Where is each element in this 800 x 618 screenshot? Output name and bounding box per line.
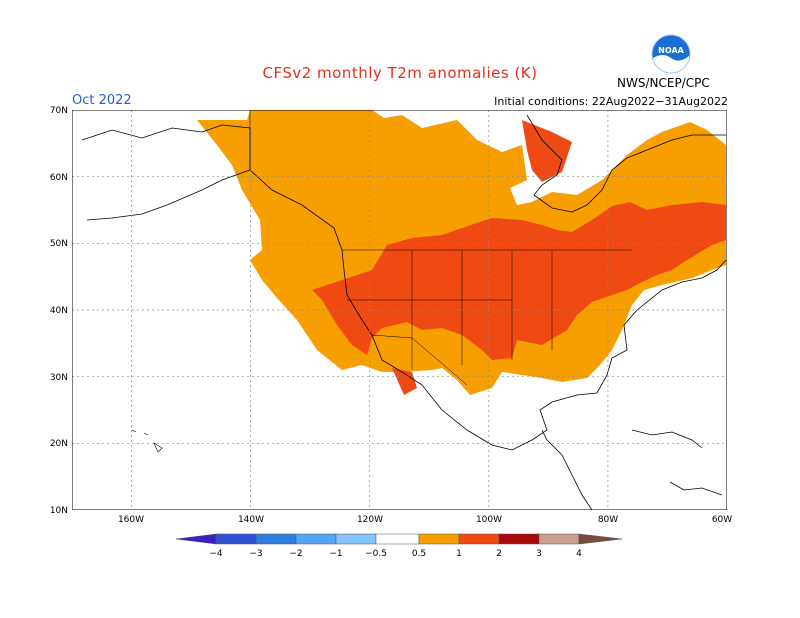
lon-label: 60W: [712, 515, 732, 525]
map-title: CFSv2 monthly T2m anomalies (K): [262, 64, 538, 82]
colorbar-segment: [498, 533, 540, 545]
axis-labels: 70N 60N 50N 40N 30N 20N 10N 160W 140W 12…: [50, 106, 732, 525]
anomaly-region-red-baja: [392, 368, 417, 395]
colorbar-label: 2: [496, 549, 502, 559]
colorbar-segment: [538, 533, 580, 545]
graticule: [72, 110, 727, 510]
colorbar: −4 −3 −2 −1 −0.5 0.5 1 2 3 4: [175, 533, 623, 559]
initial-conditions: Initial conditions: 22Aug2022−31Aug2022: [494, 95, 728, 108]
lon-label: 100W: [476, 515, 502, 525]
hawaii-islands: [131, 429, 163, 453]
lon-label: 160W: [118, 515, 144, 525]
colorbar-label: 1: [456, 549, 462, 559]
anomaly-map: [72, 110, 727, 510]
colorbar-label: −2: [289, 549, 302, 559]
colorbar-segment: [458, 533, 500, 545]
forecast-period: Oct 2022: [72, 93, 132, 108]
anomaly-region-red: [312, 202, 726, 360]
colorbar-segment: [375, 533, 420, 545]
colorbar-label: −0.5: [365, 549, 387, 559]
colorbar-label: −1: [329, 549, 342, 559]
lat-label: 10N: [50, 506, 68, 516]
colorbar-segment: [418, 533, 460, 545]
colorbar-label: 3: [536, 549, 542, 559]
colorbar-segment: [578, 533, 623, 545]
lat-label: 40N: [50, 306, 68, 316]
colorbar-segment: [175, 533, 217, 545]
lon-label: 140W: [238, 515, 264, 525]
noaa-logo-icon: NOAA: [651, 34, 691, 74]
lat-label: 50N: [50, 239, 68, 249]
colorbar-label: −3: [249, 549, 262, 559]
colorbar-segment: [335, 533, 377, 545]
colorbar-segment: [295, 533, 337, 545]
colorbar-segment: [255, 533, 297, 545]
colorbar-label: 4: [576, 549, 582, 559]
colorbar-segment: [215, 533, 257, 545]
lat-label: 30N: [50, 373, 68, 383]
agency-label: NWS/NCEP/CPC: [617, 76, 710, 90]
colorbar-label: 0.5: [412, 549, 426, 559]
colorbar-label: −4: [209, 549, 223, 559]
lat-label: 20N: [50, 439, 68, 449]
lon-label: 80W: [598, 515, 618, 525]
lat-label: 70N: [50, 106, 68, 116]
lat-label: 60N: [50, 173, 68, 183]
noaa-logo-text: NOAA: [658, 46, 684, 55]
lon-label: 120W: [357, 515, 383, 525]
colorbar-boxes: [175, 533, 623, 545]
colorbar-labels: −4 −3 −2 −1 −0.5 0.5 1 2 3 4: [209, 549, 582, 559]
coastline: [81, 114, 727, 510]
